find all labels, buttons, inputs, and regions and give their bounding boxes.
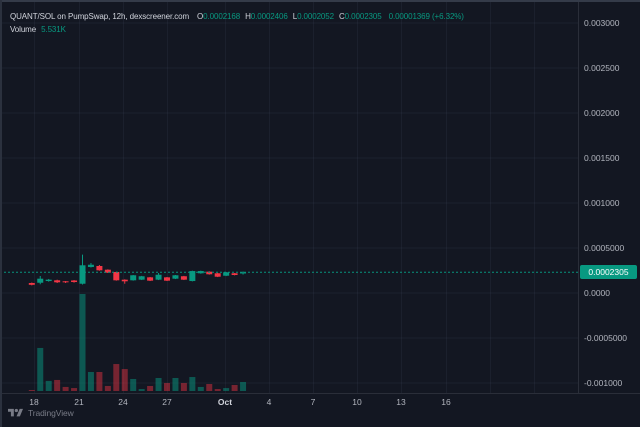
ohlc-open: O0.0002168 <box>197 12 241 21</box>
price-change: 0.00001369 (+6.32%) <box>388 12 464 21</box>
price-tick-label: 0.001000 <box>584 198 620 208</box>
volume-bar <box>28 390 35 391</box>
legend-row-main: QUANT/SOL on PumpSwap, 12h, dexscreener.… <box>10 10 464 23</box>
price-axis[interactable]: 0.003000 0.002500 0.002000 0.001500 0.001000… <box>579 0 640 393</box>
last-price-badge: 0.0002305 <box>580 265 637 280</box>
candle-body <box>206 271 213 275</box>
volume-bar <box>214 389 221 391</box>
ohlc-high: H0.0002406 <box>245 12 288 21</box>
ohlc-close: C0.0002305 <box>338 12 382 21</box>
candle-body <box>130 275 137 281</box>
candle-body <box>28 283 35 285</box>
candle-body <box>113 272 120 281</box>
time-tick-label: 10 <box>352 397 362 407</box>
volume-bar <box>240 382 247 391</box>
volume-bar <box>147 385 154 391</box>
volume-bar <box>180 383 187 391</box>
volume-bar <box>155 378 162 391</box>
price-tick-label: 0.002000 <box>584 108 620 118</box>
time-tick-label: 24 <box>118 397 128 407</box>
candle-body <box>223 272 230 276</box>
candle-body <box>104 269 111 273</box>
volume-bar <box>206 384 213 391</box>
volume-label: Volume <box>10 25 37 34</box>
candle-body <box>79 265 86 284</box>
volume-bar <box>54 379 61 391</box>
candle-body <box>164 277 170 281</box>
time-tick-label: 7 <box>310 397 316 407</box>
candle-body <box>231 273 238 275</box>
candle-body <box>180 276 187 280</box>
candle-body <box>214 273 221 277</box>
volume-bar <box>79 293 86 391</box>
candle-body <box>147 277 154 281</box>
volume-bar <box>164 383 170 391</box>
candle-body <box>172 275 179 279</box>
ohlc-low: L0.0002052 <box>292 12 334 21</box>
window-edge-left <box>0 0 2 427</box>
time-axis[interactable]: 18 21 24 27 Oct 4 7 10 13 16 <box>0 394 640 412</box>
tradingview-attribution[interactable]: TradingView <box>8 405 74 421</box>
time-tick-label: 16 <box>441 397 451 407</box>
volume-bar <box>87 371 94 391</box>
price-tick-label: -0.0005000 <box>584 333 628 343</box>
volume-bar <box>96 371 103 391</box>
volume-bar <box>121 369 128 391</box>
price-tick-label: -0.001000 <box>584 378 623 388</box>
volume-bar <box>172 378 179 391</box>
time-tick-label: 13 <box>396 397 406 407</box>
tradingview-label: TradingView <box>28 408 74 418</box>
volume-bar <box>113 364 120 391</box>
candle-body <box>189 271 196 282</box>
candle-body <box>121 279 128 282</box>
time-tick-label: 27 <box>162 397 172 407</box>
candle-body <box>138 276 145 280</box>
candle-body <box>37 278 44 283</box>
candle-body <box>96 266 103 271</box>
candle-body <box>71 280 78 283</box>
legend: QUANT/SOL on PumpSwap, 12h, dexscreener.… <box>10 10 464 36</box>
volume-bar <box>223 388 230 391</box>
window-edge-top <box>0 0 640 2</box>
candle-body <box>62 281 69 283</box>
candle-body <box>87 264 94 267</box>
time-tick-label: 18 <box>29 397 39 407</box>
volume-value: 5.531K <box>41 25 66 34</box>
volume-bar <box>45 380 52 391</box>
price-tick-label: 0.0005000 <box>584 243 625 253</box>
price-tick-label: 0.0000 <box>584 288 610 298</box>
volume-bar <box>62 386 69 391</box>
candle-body <box>240 272 247 274</box>
volume-bar <box>104 385 111 391</box>
volume-bar <box>197 386 204 391</box>
candle-body <box>54 280 61 283</box>
time-tick-label: 21 <box>74 397 84 407</box>
candle-body <box>155 274 162 280</box>
time-tick-label: Oct <box>217 397 233 407</box>
volume-bar <box>130 378 137 391</box>
last-price-value: 0.0002305 <box>588 267 629 278</box>
price-tick-label: 0.002500 <box>584 63 620 73</box>
time-tick-label: 4 <box>266 397 272 407</box>
tradingview-logo-icon <box>8 407 23 419</box>
price-tick-label: 0.003000 <box>584 18 620 28</box>
volume-bar <box>189 377 196 391</box>
legend-row-volume: Volume 5.531K <box>10 23 464 36</box>
price-tick-label: 0.001500 <box>584 153 620 163</box>
candle-body <box>45 279 52 282</box>
volume-bar <box>71 388 78 391</box>
volume-bar <box>37 347 44 391</box>
volume-bar <box>231 384 238 391</box>
volume-bar <box>138 389 145 391</box>
symbol-title[interactable]: QUANT/SOL on PumpSwap, 12h, dexscreener.… <box>10 12 190 21</box>
